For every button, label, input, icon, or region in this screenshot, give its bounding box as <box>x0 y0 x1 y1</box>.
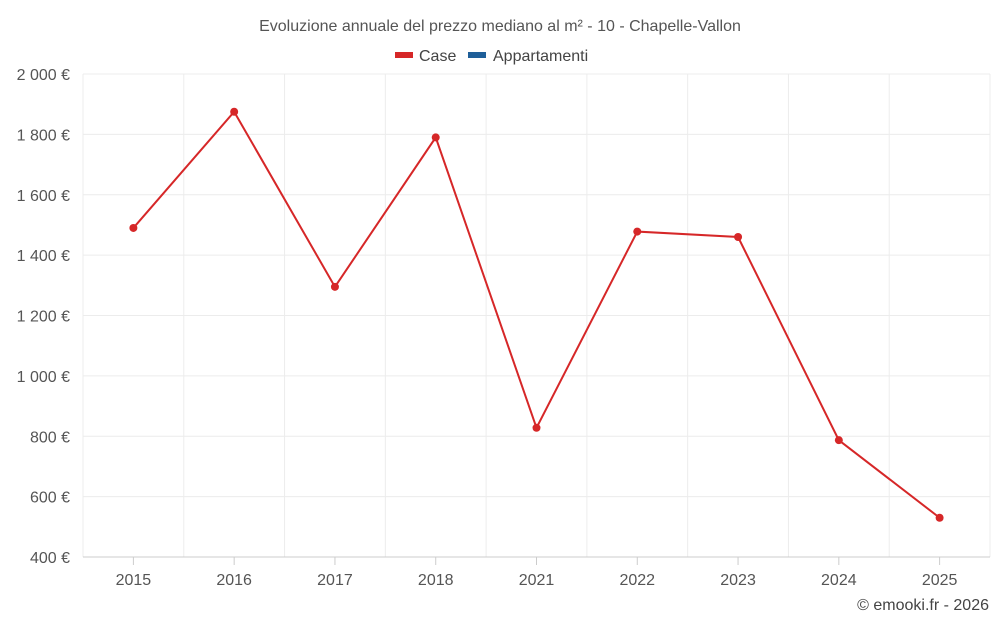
legend-item-case[interactable]: Case <box>395 48 456 65</box>
chart-title: Evoluzione annuale del prezzo mediano al… <box>259 18 741 35</box>
legend-swatch-case <box>395 52 413 58</box>
y-tick-label: 1 800 € <box>17 127 70 144</box>
x-tick-label: 2018 <box>418 572 454 589</box>
y-axis: 400 € 600 € 800 € 1 000 € 1 200 € 1 400 € 1 60… <box>17 67 70 567</box>
x-tick-label: 2017 <box>317 572 353 589</box>
data-point[interactable] <box>734 233 743 242</box>
y-tick-label: 2 000 € <box>17 67 70 84</box>
y-tick-label: 600 € <box>30 490 70 507</box>
data-point[interactable] <box>532 423 541 432</box>
data-point[interactable] <box>330 282 339 291</box>
y-tick-label: 800 € <box>30 429 70 446</box>
x-axis: 2015 2016 2017 2018 2021 2022 2023 2024 2025 <box>83 556 990 589</box>
x-tick-label: 2021 <box>519 572 555 589</box>
legend-swatch-appartamenti <box>468 52 486 58</box>
series-case <box>129 107 944 522</box>
y-tick-label: 1 200 € <box>17 309 70 326</box>
legend-item-appartamenti[interactable]: Appartamenti <box>468 48 588 65</box>
data-point[interactable] <box>129 223 138 232</box>
data-point[interactable] <box>834 436 843 445</box>
y-tick-label: 1 000 € <box>17 369 70 386</box>
x-tick-label: 2022 <box>619 572 655 589</box>
legend-label-appartamenti: Appartamenti <box>493 48 588 65</box>
data-point[interactable] <box>230 107 239 116</box>
x-tick-label: 2025 <box>922 572 958 589</box>
x-tick-label: 2023 <box>720 572 756 589</box>
y-tick-label: 1 400 € <box>17 248 70 265</box>
data-point[interactable] <box>935 513 944 522</box>
x-tick-label: 2024 <box>821 572 857 589</box>
grid <box>82 73 991 558</box>
x-tick-label: 2016 <box>216 572 252 589</box>
y-tick-label: 1 600 € <box>17 188 70 205</box>
x-tick-label: 2015 <box>116 572 152 589</box>
data-point[interactable] <box>431 133 440 142</box>
credit-text: © emooki.fr - 2026 <box>857 597 989 614</box>
y-tick-label: 400 € <box>30 550 70 567</box>
data-point[interactable] <box>633 227 642 236</box>
series-line-0 <box>132 110 941 519</box>
legend: Case Appartamenti <box>395 48 588 65</box>
legend-label-case: Case <box>419 48 456 65</box>
